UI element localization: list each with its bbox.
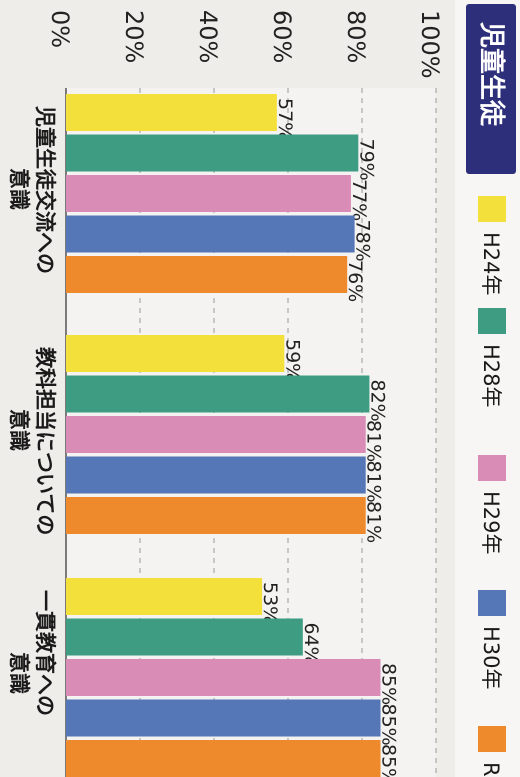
bar-H29年-cat2 xyxy=(66,659,381,696)
legend-label: H29年 xyxy=(479,491,503,555)
category-label-line2: 意識 xyxy=(7,652,31,694)
bar-value-label: 77% xyxy=(348,179,370,221)
legend-label: H24年 xyxy=(479,232,503,296)
bar-value-label: 82% xyxy=(366,380,388,422)
bar-H29年-cat0 xyxy=(66,175,351,212)
legend-swatch-H30年 xyxy=(478,590,506,616)
bar-value-label: 81% xyxy=(363,420,385,462)
bar-H28年-cat0 xyxy=(66,134,359,172)
bar-R1年-cat0 xyxy=(66,256,348,293)
bar-value-label: 64% xyxy=(300,623,322,665)
bar-value-label: 85% xyxy=(378,744,400,777)
chart-title-box xyxy=(466,4,516,174)
legend-label: H30年 xyxy=(479,626,503,690)
axis-tick-label: 0% xyxy=(46,10,74,48)
bar-value-label: 85% xyxy=(378,704,400,746)
bar-value-label: 81% xyxy=(363,501,385,543)
axis-tick-label: 40% xyxy=(194,10,222,63)
legend-swatch-H24年 xyxy=(478,196,506,222)
bar-value-label: 53% xyxy=(259,582,281,624)
axis-tick-label: 60% xyxy=(268,10,296,63)
chart-title: 児童生徒 xyxy=(476,22,507,127)
bar-value-label: 79% xyxy=(355,139,377,181)
bar-H24年-cat1 xyxy=(66,335,285,372)
bar-H30年-cat2 xyxy=(66,699,381,737)
bar-H28年-cat1 xyxy=(66,375,370,413)
category-label-line2: 意識 xyxy=(7,168,31,210)
axis-tick-label: 100% xyxy=(416,10,444,79)
legend-label: H28年 xyxy=(479,344,503,408)
bar-H28年-cat2 xyxy=(66,618,303,656)
axis-tick-label: 80% xyxy=(342,10,370,63)
bar-value-label: 57% xyxy=(274,98,296,140)
bar-value-label: 78% xyxy=(352,220,374,262)
legend-swatch-H28年 xyxy=(478,308,506,334)
category-label-line1: 教科担当についての xyxy=(33,347,57,535)
bar-R1年-cat1 xyxy=(66,497,366,534)
category-label-line1: 児童生徒交流への xyxy=(33,105,57,274)
category-label-line1: 一貫教育への xyxy=(33,590,57,716)
legend-label: R1年 xyxy=(479,762,503,777)
bar-H30年-cat1 xyxy=(66,456,366,494)
legend-swatch-H29年 xyxy=(478,455,506,481)
bar-H29年-cat1 xyxy=(66,416,366,453)
legend-swatch-R1年 xyxy=(478,726,506,752)
category-label-line2: 意識 xyxy=(7,409,31,451)
bar-H24年-cat0 xyxy=(66,94,277,131)
bar-H24年-cat2 xyxy=(66,578,263,615)
bar-value-label: 85% xyxy=(378,663,400,705)
axis-tick-label: 20% xyxy=(120,10,148,63)
bar-H30年-cat0 xyxy=(66,215,355,253)
bar-value-label: 76% xyxy=(344,260,366,302)
bar-value-label: 59% xyxy=(281,339,303,381)
bar-R1年-cat2 xyxy=(66,740,381,777)
bar-value-label: 81% xyxy=(363,461,385,503)
